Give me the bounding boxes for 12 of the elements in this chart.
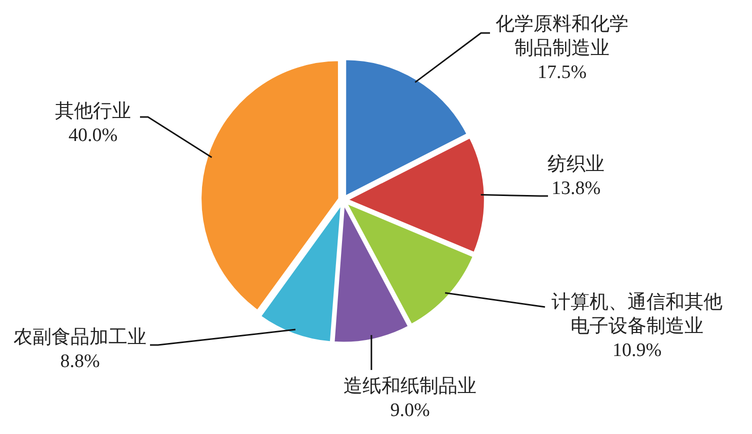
slice-label: 计算机、通信和其他电子设备制造业 xyxy=(552,292,722,337)
data-label: 9.0% xyxy=(390,400,430,421)
slice-label: 纺织业 xyxy=(548,154,604,175)
data-label: 10.9% xyxy=(612,340,662,361)
data-label: 40.0% xyxy=(68,124,118,146)
slice-label: 化学原料和化学制品制造业 xyxy=(496,14,628,59)
data-label: 17.5% xyxy=(537,62,587,83)
slice-label: 造纸和纸制品业 xyxy=(344,376,476,397)
data-label: 13.8% xyxy=(551,178,601,199)
data-label: 8.8% xyxy=(60,350,100,372)
slice-label: 其他行业 xyxy=(55,100,131,122)
slice-label: 农副食品加工业 xyxy=(14,326,146,348)
